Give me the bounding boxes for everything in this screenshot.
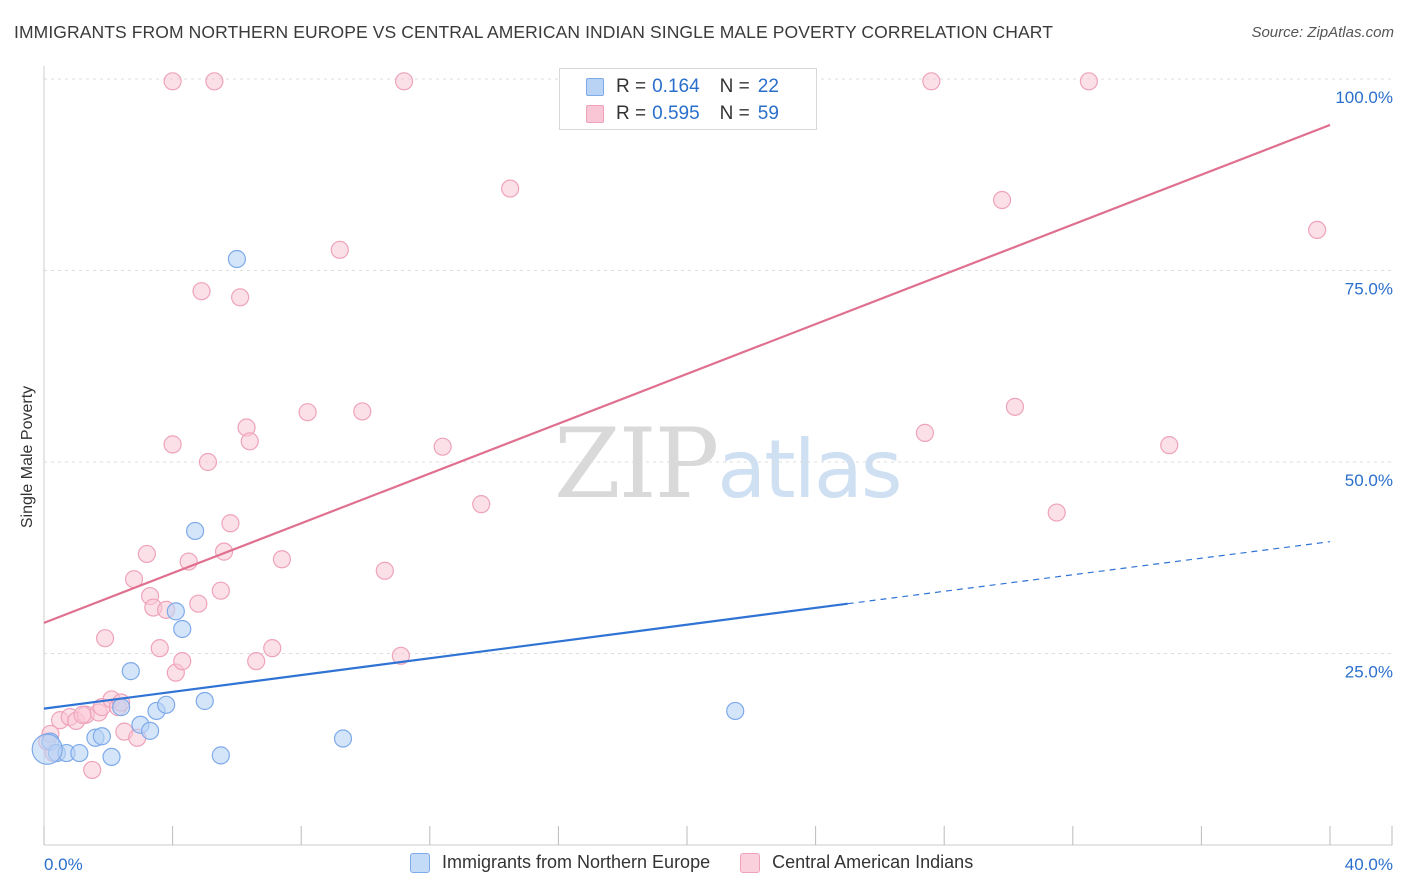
data-point-northern-europe (186, 521, 205, 541)
data-point-central-american-indians (231, 288, 250, 307)
y-tick-label: 75.0% (1345, 280, 1393, 299)
data-point-central-american-indians (240, 432, 259, 451)
legend-swatch-blue (410, 852, 430, 873)
y-tick-label: 50.0% (1345, 471, 1393, 490)
data-point-central-american-indians (137, 544, 156, 564)
legend-row-series1: R = 0.164 N = 22 (586, 75, 779, 99)
data-point-northern-europe (726, 701, 745, 721)
legend-r-label: R = (616, 76, 647, 97)
data-point-central-american-indians (375, 561, 394, 580)
legend-n-value: 22 (757, 76, 779, 97)
data-point-northern-europe (140, 721, 160, 740)
x-tick-label: 0.0% (44, 855, 83, 874)
legend-n-value: 59 (757, 103, 779, 124)
data-point-central-american-indians (205, 72, 224, 91)
legend-row-series2: R = 0.595 N = 59 (586, 102, 779, 126)
data-point-central-american-indians (394, 72, 414, 91)
legend-item-central-american-indians: Central American Indians (740, 852, 973, 873)
data-point-central-american-indians (73, 705, 92, 724)
data-point-central-american-indians (95, 629, 115, 648)
data-point-central-american-indians (472, 495, 491, 514)
data-point-northern-europe (112, 698, 131, 717)
data-point-central-american-indians (353, 402, 372, 421)
data-point-central-american-indians (189, 594, 208, 613)
data-point-central-american-indians (1005, 397, 1025, 416)
y-tick-label: 100.0% (1335, 88, 1393, 107)
data-point-northern-europe (227, 249, 246, 269)
trendline-northern-europe (43, 602, 848, 710)
correlation-legend: R = 0.164 N = 22 R = 0.595 N = 59 (559, 68, 817, 130)
data-point-central-american-indians (150, 639, 169, 658)
source-label: Source: ZipAtlas.com (1251, 24, 1394, 41)
data-point-central-american-indians (1160, 436, 1179, 455)
data-point-central-american-indians (915, 423, 935, 442)
y-axis-label: Single Male Poverty (19, 385, 36, 529)
trendline-northern-europe-extrapolated (847, 541, 1331, 605)
x-tick-label: 40.0% (1345, 855, 1393, 874)
data-point-central-american-indians (1079, 72, 1098, 91)
data-point-central-american-indians (192, 282, 211, 301)
data-point-northern-europe (211, 746, 230, 765)
data-point-central-american-indians (211, 581, 230, 600)
data-point-northern-europe (92, 727, 111, 746)
chart-title: IMMIGRANTS FROM NORTHERN EUROPE VS CENTR… (14, 22, 1054, 42)
legend-swatch-pink (586, 105, 604, 123)
legend-item-northern-europe: Immigrants from Northern Europe (410, 852, 710, 873)
trendline-central-american-indians (43, 123, 1331, 624)
watermark: ZIPatlas (554, 408, 903, 520)
data-point-central-american-indians (263, 639, 282, 658)
data-point-northern-europe (195, 691, 214, 711)
data-point-northern-europe (121, 662, 140, 681)
legend-label-northern-europe: Immigrants from Northern Europe (442, 852, 711, 872)
legend-swatch-pink (740, 852, 761, 873)
legend-swatch-blue (586, 78, 604, 96)
data-point-northern-europe (173, 619, 192, 639)
data-point-central-american-indians (83, 760, 102, 780)
series-legend: Immigrants from Northern Europe Central … (410, 852, 1003, 873)
data-point-central-american-indians (298, 403, 317, 422)
watermark-atlas: atlas (717, 423, 902, 516)
data-point-central-american-indians (1047, 503, 1066, 522)
y-tick-label: 25.0% (1345, 663, 1393, 682)
data-point-northern-europe (70, 743, 89, 763)
data-point-central-american-indians (163, 435, 182, 454)
data-point-central-american-indians (391, 646, 410, 665)
watermark-zip: ZIP (554, 408, 719, 520)
legend-n-label: N = (719, 103, 750, 124)
data-point-central-american-indians (198, 452, 218, 472)
data-point-central-american-indians (247, 652, 266, 671)
data-point-central-american-indians (433, 437, 452, 456)
data-point-central-american-indians (221, 514, 240, 533)
data-point-central-american-indians (272, 550, 292, 569)
legend-label-central-american-indians: Central American Indians (772, 852, 974, 872)
data-point-northern-europe (166, 602, 185, 621)
legend-r-value: 0.164 (652, 76, 700, 97)
data-point-central-american-indians (173, 652, 192, 671)
data-point-northern-europe (157, 695, 176, 714)
legend-r-label: R = (616, 103, 647, 124)
data-point-central-american-indians (330, 240, 349, 259)
legend-n-label: N = (719, 76, 750, 97)
data-point-central-american-indians (1308, 220, 1327, 240)
data-point-northern-europe (31, 733, 63, 765)
data-point-central-american-indians (992, 190, 1012, 210)
data-point-northern-europe (333, 729, 353, 748)
data-point-central-american-indians (163, 72, 182, 91)
data-point-central-american-indians (922, 72, 941, 91)
data-point-northern-europe (102, 747, 121, 767)
legend-r-value: 0.595 (652, 103, 700, 124)
data-point-central-american-indians (501, 179, 520, 198)
